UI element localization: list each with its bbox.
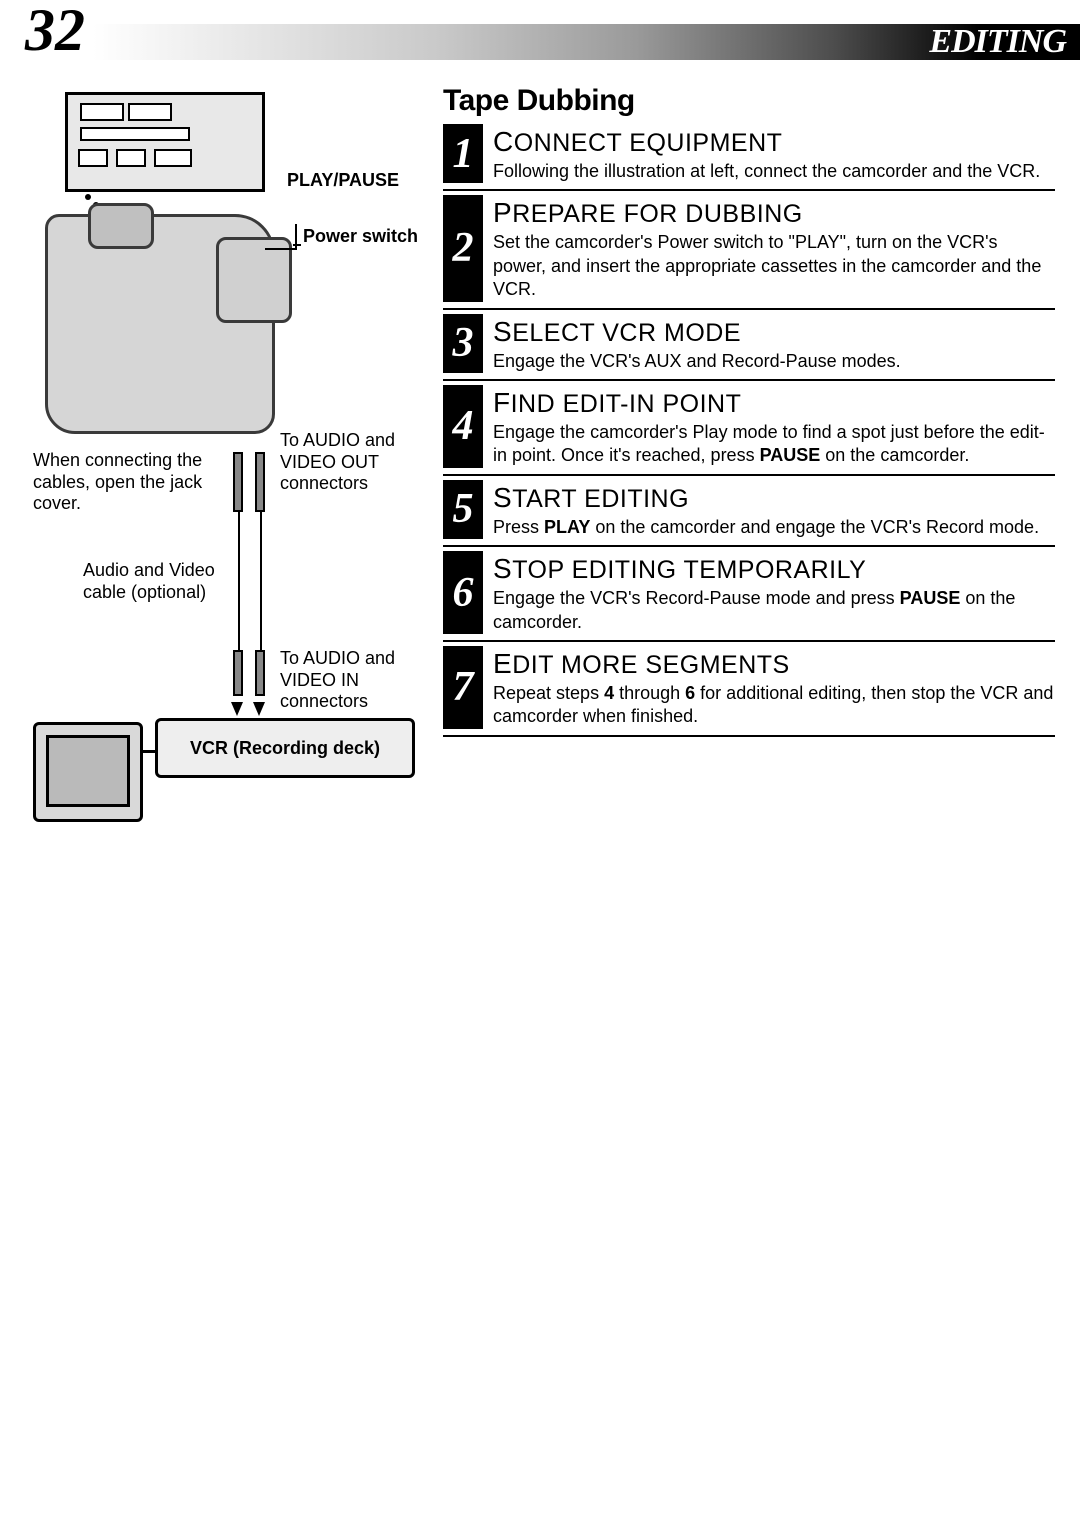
step-number: 6 bbox=[443, 551, 483, 634]
step-body: STOP EDITING TEMPORARILYEngage the VCR's… bbox=[493, 551, 1055, 634]
step-body: CONNECT EQUIPMENTFollowing the illustrat… bbox=[493, 124, 1055, 183]
steps-list: 1CONNECT EQUIPMENTFollowing the illustra… bbox=[443, 124, 1055, 737]
step-text: Set the camcorder's Power switch to "PLA… bbox=[493, 231, 1055, 301]
power-switch-label: Power switch bbox=[303, 226, 418, 248]
step-text: Press PLAY on the camcorder and engage t… bbox=[493, 516, 1055, 539]
step-body: EDIT MORE SEGMENTSRepeat steps 4 through… bbox=[493, 646, 1055, 729]
arrow-down-icon bbox=[253, 702, 265, 716]
vcr-deck-box: VCR (Recording deck) bbox=[155, 718, 415, 778]
step-text: Engage the VCR's AUX and Record-Pause mo… bbox=[493, 350, 1055, 373]
tv-connector-line bbox=[143, 750, 157, 753]
step-row: 5START EDITINGPress PLAY on the camcorde… bbox=[443, 480, 1055, 547]
page-header: 32 EDITING bbox=[0, 0, 1080, 60]
section-title: Tape Dubbing bbox=[443, 84, 1055, 118]
step-title: FIND EDIT-IN POINT bbox=[493, 387, 1055, 419]
av-cable-label: Audio and Video cable (optional) bbox=[83, 560, 233, 603]
step-title: STOP EDITING TEMPORARILY bbox=[493, 553, 1055, 585]
step-row: 4FIND EDIT-IN POINTEngage the camcorder'… bbox=[443, 385, 1055, 476]
jack-cover-note: When connecting the cables, open the jac… bbox=[33, 450, 223, 515]
step-text: Following the illustration at left, conn… bbox=[493, 160, 1055, 183]
connection-diagram: PLAY/PAUSE Power switch When connecting … bbox=[25, 84, 425, 824]
step-title: PREPARE FOR DUBBING bbox=[493, 197, 1055, 229]
plug-icon bbox=[255, 452, 265, 512]
step-body: SELECT VCR MODEEngage the VCR's AUX and … bbox=[493, 314, 1055, 373]
header-gradient-bar: EDITING bbox=[93, 24, 1080, 60]
to-av-in-label: To AUDIO and VIDEO IN connectors bbox=[280, 648, 430, 713]
step-text: Repeat steps 4 through 6 for additional … bbox=[493, 682, 1055, 729]
diagram-column: PLAY/PAUSE Power switch When connecting … bbox=[25, 84, 425, 824]
arrow-down-icon bbox=[231, 702, 243, 716]
step-row: 2PREPARE FOR DUBBINGSet the camcorder's … bbox=[443, 195, 1055, 309]
step-row: 6STOP EDITING TEMPORARILYEngage the VCR'… bbox=[443, 551, 1055, 642]
step-row: 7EDIT MORE SEGMENTSRepeat steps 4 throug… bbox=[443, 646, 1055, 737]
step-title: CONNECT EQUIPMENT bbox=[493, 126, 1055, 158]
page-content: PLAY/PAUSE Power switch When connecting … bbox=[0, 60, 1080, 824]
camcorder-body bbox=[45, 214, 275, 434]
step-number: 1 bbox=[443, 124, 483, 183]
step-row: 3SELECT VCR MODEEngage the VCR's AUX and… bbox=[443, 314, 1055, 381]
step-number: 7 bbox=[443, 646, 483, 729]
step-number: 5 bbox=[443, 480, 483, 539]
plug-icon bbox=[255, 650, 265, 696]
step-text: Engage the VCR's Record-Pause mode and p… bbox=[493, 587, 1055, 634]
plug-icon bbox=[233, 452, 243, 512]
camcorder-top-panel bbox=[65, 92, 265, 192]
step-row: 1CONNECT EQUIPMENTFollowing the illustra… bbox=[443, 124, 1055, 191]
step-text: Engage the camcorder's Play mode to find… bbox=[493, 421, 1055, 468]
step-number: 4 bbox=[443, 385, 483, 468]
step-title: START EDITING bbox=[493, 482, 1055, 514]
step-body: PREPARE FOR DUBBINGSet the camcorder's P… bbox=[493, 195, 1055, 301]
steps-column: Tape Dubbing 1CONNECT EQUIPMENTFollowing… bbox=[443, 84, 1055, 824]
play-pause-label: PLAY/PAUSE bbox=[287, 170, 399, 192]
plug-icon bbox=[233, 650, 243, 696]
step-body: FIND EDIT-IN POINTEngage the camcorder's… bbox=[493, 385, 1055, 468]
dotted-connector-line bbox=[85, 194, 91, 200]
step-body: START EDITINGPress PLAY on the camcorder… bbox=[493, 480, 1055, 539]
step-title: EDIT MORE SEGMENTS bbox=[493, 648, 1055, 680]
step-title: SELECT VCR MODE bbox=[493, 316, 1055, 348]
vcr-deck-label: VCR (Recording deck) bbox=[190, 738, 380, 759]
step-number: 2 bbox=[443, 195, 483, 301]
tv-icon bbox=[33, 722, 143, 822]
power-switch-leader-line bbox=[293, 244, 301, 246]
to-av-out-label: To AUDIO and VIDEO OUT connectors bbox=[280, 430, 430, 495]
step-number: 3 bbox=[443, 314, 483, 373]
header-title: EDITING bbox=[929, 23, 1066, 61]
page-number: 32 bbox=[0, 0, 85, 60]
